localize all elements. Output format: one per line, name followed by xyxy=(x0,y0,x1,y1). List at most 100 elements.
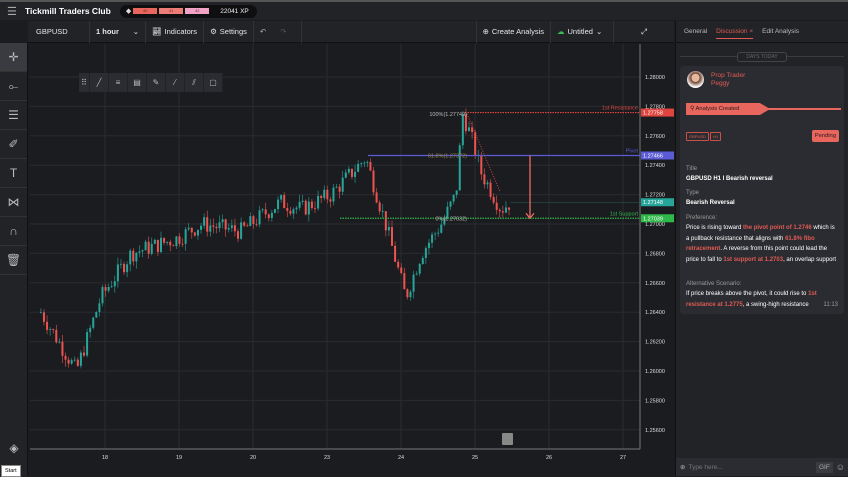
candle xyxy=(412,274,415,292)
undo-icon[interactable]: ↶ xyxy=(259,27,267,36)
candle xyxy=(240,222,243,239)
brush-icon[interactable]: ╱ xyxy=(90,73,109,92)
trend-line-icon[interactable]: ⁄ xyxy=(166,73,185,92)
alt-scenario-label: Alternative Scenario: xyxy=(686,281,742,287)
plus-circle-icon: ⊕ xyxy=(482,27,489,36)
candle xyxy=(335,186,338,188)
level-segment: 40 xyxy=(133,8,158,14)
candle xyxy=(468,127,470,132)
day-separator: DAYS TODAY xyxy=(676,51,848,62)
candle xyxy=(323,189,326,198)
pattern-icon[interactable]: ⋈ xyxy=(0,188,27,217)
candle xyxy=(326,189,329,200)
settings-button[interactable]: ⚙ Settings xyxy=(204,20,254,43)
drawing-toolbar: ⠿ ╱ ≡ ▤ ✎ ⁄ ⫽ ▢ xyxy=(79,73,223,92)
candle xyxy=(237,231,239,239)
pen-icon[interactable]: ✎ xyxy=(147,73,166,92)
candle xyxy=(141,250,144,252)
candle xyxy=(123,263,126,273)
candle xyxy=(55,329,58,343)
candle xyxy=(400,267,403,274)
candle xyxy=(474,132,477,156)
crosshair-icon[interactable]: ✛ xyxy=(0,43,27,72)
candle xyxy=(320,195,323,198)
parallel-line-icon[interactable]: ⫽ xyxy=(185,73,204,92)
candle xyxy=(113,281,116,287)
text-icon[interactable]: T xyxy=(0,159,27,188)
candle xyxy=(150,243,153,254)
candle xyxy=(264,209,267,215)
text: , a swing-high resistance xyxy=(742,301,809,308)
candle xyxy=(76,359,79,366)
price-tick-label: 1.26400 xyxy=(645,310,665,316)
indicators-label: Indicators xyxy=(164,27,198,36)
fullscreen-button[interactable]: ⤢ xyxy=(614,21,674,43)
candle xyxy=(163,237,166,243)
candle xyxy=(427,242,430,249)
price-tick-label: 1.25600 xyxy=(645,428,665,434)
price-chart[interactable]: 1.28000 1.27800 1.27600 1.27400 1.27200 1.270… xyxy=(0,0,676,476)
hamburger-menu-icon[interactable]: ☰ xyxy=(7,5,17,18)
app-title: Tickmill Traders Club xyxy=(25,6,111,16)
title-value: GBPUSD H1 I Bearish reversal xyxy=(686,176,773,182)
emoji-icon[interactable]: ☺ xyxy=(835,462,845,472)
add-icon[interactable]: ⊕ xyxy=(680,464,686,471)
candle xyxy=(156,239,159,253)
cloud-check-icon: ☁ xyxy=(557,27,565,36)
event-flag: ⚲ Analysis Created xyxy=(686,103,770,115)
candle xyxy=(280,195,283,200)
close-icon[interactable]: × xyxy=(749,28,754,35)
indicators-button[interactable]: 📈︎ Indicators xyxy=(146,20,205,43)
candle xyxy=(83,352,85,356)
magnet-icon[interactable]: ∩ xyxy=(0,217,27,246)
tab-discussion[interactable]: Discussion × xyxy=(716,28,754,39)
create-analysis-button[interactable]: ⊕ Create Analysis xyxy=(475,20,551,43)
redo-icon[interactable]: ↷ xyxy=(280,27,287,36)
candle xyxy=(378,202,381,212)
symbol-selector[interactable]: GBPUSD xyxy=(28,20,90,43)
candle xyxy=(283,195,286,209)
message-input[interactable] xyxy=(688,463,813,471)
candle xyxy=(178,236,181,244)
candle xyxy=(101,287,104,304)
tab-edit-analysis[interactable]: Edit Analysis xyxy=(762,28,800,35)
timeframe-tag: H1 xyxy=(710,132,722,141)
event-label: Analysis Created xyxy=(695,106,740,112)
discussion-panel: General Discussion × Edit Analysis DAYS … xyxy=(675,21,848,476)
clapper-icon[interactable]: ▤ xyxy=(128,73,147,92)
candle xyxy=(169,241,172,246)
candle xyxy=(406,289,409,298)
candle xyxy=(418,263,421,274)
day-tick-label: 20 xyxy=(250,455,256,461)
lines-icon[interactable]: ≡ xyxy=(109,73,128,92)
candle xyxy=(64,355,67,360)
trash-icon[interactable]: 🗑︎ xyxy=(0,246,27,275)
candle xyxy=(329,199,332,202)
gif-button[interactable]: GIF xyxy=(815,461,833,473)
candle xyxy=(138,251,141,253)
xp-value: 22041 XP xyxy=(220,7,249,15)
timeframe-dropdown[interactable]: 1 hour ⌄ xyxy=(90,20,146,43)
horizontal-line-icon[interactable]: ⟜ xyxy=(0,72,27,101)
rectangle-icon[interactable]: ▢ xyxy=(204,73,223,92)
candle xyxy=(434,233,437,235)
diamond-icon: ◆ xyxy=(125,8,132,15)
candle xyxy=(471,127,474,133)
price-tick-label: 1.28000 xyxy=(645,75,665,81)
brush-icon[interactable]: ✐ xyxy=(0,130,27,159)
resistance-label: 1st Resistance xyxy=(602,106,638,112)
pin-icon: ⚲ xyxy=(690,106,695,112)
drag-handle-icon[interactable]: ⠿ xyxy=(79,73,90,92)
text: which is a pullback resistance that alig… xyxy=(686,225,835,242)
fib-lines-icon[interactable]: ☰ xyxy=(0,101,27,130)
candle xyxy=(301,200,304,202)
analysis-name-dropdown[interactable]: ☁ Untitled ⌄ xyxy=(551,20,614,43)
start-button[interactable]: Start xyxy=(1,465,21,477)
tab-general[interactable]: General xyxy=(684,28,708,35)
candle xyxy=(267,214,270,218)
candle xyxy=(39,312,42,314)
expand-icon: ⤢ xyxy=(641,26,647,36)
author[interactable]: Prop Trader Peggy xyxy=(711,72,745,88)
candle xyxy=(354,171,357,177)
layers-icon[interactable]: ◈ xyxy=(9,440,19,455)
